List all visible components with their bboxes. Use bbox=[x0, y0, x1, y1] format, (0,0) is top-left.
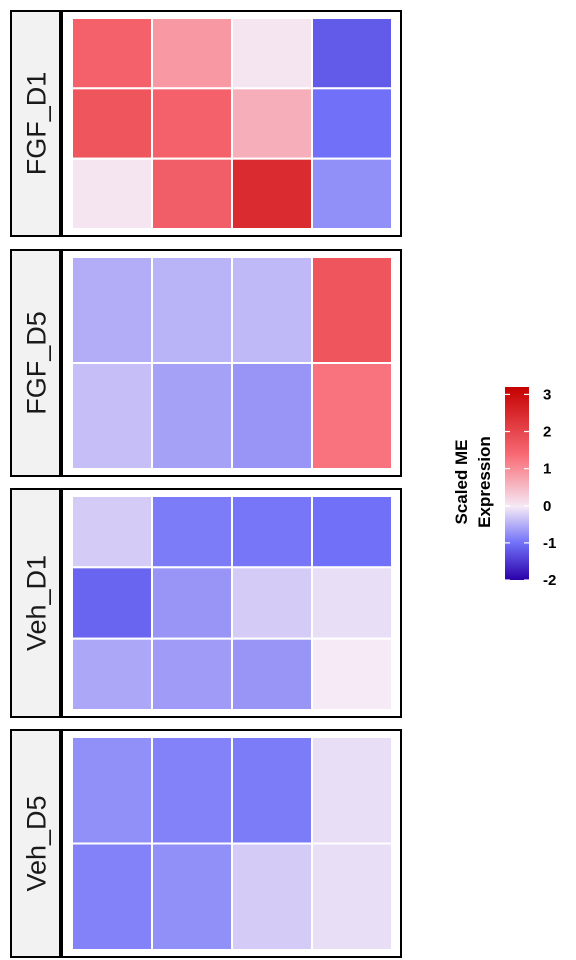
heatmap-tile bbox=[151, 566, 233, 640]
legend-tick-label: -2 bbox=[543, 572, 556, 589]
heatmap-tile bbox=[71, 566, 153, 640]
facet-strip bbox=[10, 729, 61, 958]
legend-tick-label: 3 bbox=[543, 386, 551, 403]
heatmap-tile bbox=[151, 256, 233, 364]
heatmap-tile bbox=[71, 87, 153, 160]
legend-title-line-2: Expression bbox=[475, 436, 494, 528]
heatmap-tile bbox=[311, 736, 393, 845]
heatmap-tile bbox=[151, 736, 233, 845]
heatmap-tile bbox=[231, 256, 313, 364]
heatmap-tile bbox=[151, 362, 233, 470]
color-legend: Scaled ME Expression 3 2 1 0 -1 -2 bbox=[452, 386, 556, 589]
heatmap-tile bbox=[311, 157, 393, 231]
heatmap-tile bbox=[151, 842, 233, 951]
heatmap-tile bbox=[71, 157, 153, 231]
heatmap-tile bbox=[311, 362, 393, 470]
facet-label: Veh_D1 bbox=[22, 555, 52, 651]
facet-panels: FGF_D1 FGF_D5 Veh_D1 Veh_D5 bbox=[10, 10, 402, 958]
legend-title-line-1: Scaled ME bbox=[452, 439, 471, 524]
heatmap-tile bbox=[231, 87, 313, 160]
heatmap-tile bbox=[151, 495, 233, 569]
facet-strip bbox=[10, 10, 61, 237]
facet-strip bbox=[10, 249, 61, 477]
heatmap-tile bbox=[71, 362, 153, 470]
heatmap-tile bbox=[71, 256, 153, 364]
heatmap-tile bbox=[71, 495, 153, 569]
heatmap-tile bbox=[151, 157, 233, 231]
facet-strip bbox=[10, 488, 61, 718]
legend-tick-label: 2 bbox=[543, 424, 551, 441]
heatmap-tile bbox=[231, 736, 313, 845]
heatmap-tile bbox=[231, 566, 313, 640]
heatmap-tile bbox=[231, 637, 313, 712]
heatmap-tile bbox=[311, 17, 393, 90]
heatmap-tile bbox=[311, 637, 393, 712]
facet-fgf-d5: FGF_D5 bbox=[10, 249, 402, 477]
legend-tick-label: 1 bbox=[543, 461, 551, 478]
facet-label: Veh_D5 bbox=[22, 795, 52, 891]
heatmap-tile bbox=[231, 362, 313, 470]
heatmap-tile bbox=[71, 842, 153, 951]
legend-ticks: 3 2 1 0 -1 -2 bbox=[505, 386, 556, 589]
heatmap-tile bbox=[151, 17, 233, 90]
heatmap-tile bbox=[311, 842, 393, 951]
facet-label: FGF_D1 bbox=[22, 72, 52, 176]
legend-tick-label: -1 bbox=[543, 535, 556, 552]
legend-tick-label: 0 bbox=[543, 498, 551, 515]
heatmap-tile bbox=[311, 566, 393, 640]
heatmap-tile bbox=[151, 637, 233, 712]
legend-color-bar bbox=[505, 387, 529, 580]
facet-label: FGF_D5 bbox=[22, 311, 52, 415]
facet-veh-d1: Veh_D1 bbox=[10, 488, 402, 718]
heatmap-tile bbox=[231, 17, 313, 90]
heatmap-tile bbox=[311, 87, 393, 160]
facet-fgf-d1: FGF_D1 bbox=[10, 10, 402, 237]
heatmap-tile bbox=[151, 87, 233, 160]
heatmap-tile bbox=[231, 495, 313, 569]
heatmap-tile bbox=[231, 842, 313, 951]
heatmap-tile bbox=[311, 256, 393, 364]
heatmap-tile bbox=[71, 736, 153, 845]
heatmap-tile bbox=[311, 495, 393, 569]
heatmap-tile bbox=[71, 17, 153, 90]
heatmap-tile bbox=[71, 637, 153, 712]
facet-veh-d5: Veh_D5 bbox=[10, 729, 402, 958]
heatmap-tile bbox=[231, 157, 313, 231]
